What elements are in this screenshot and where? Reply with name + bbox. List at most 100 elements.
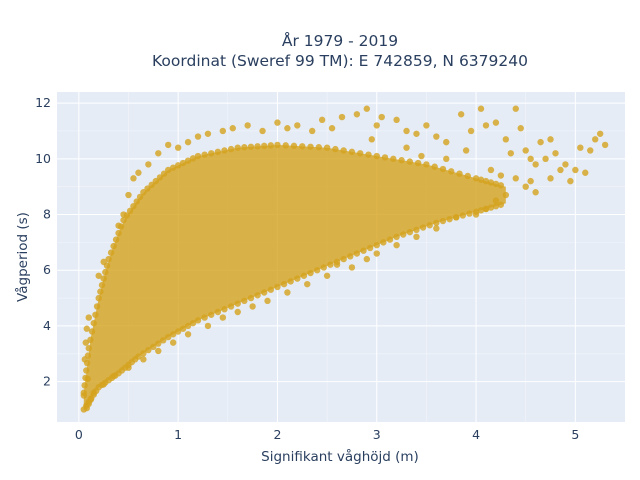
data-point <box>174 162 182 169</box>
data-point <box>125 191 132 199</box>
data-point <box>492 180 500 188</box>
data-point <box>522 183 529 190</box>
data-point <box>492 197 500 204</box>
data-point <box>507 150 515 157</box>
data-point <box>307 143 314 150</box>
data-point <box>165 141 172 149</box>
data-point <box>464 172 471 180</box>
data-point <box>81 356 89 363</box>
data-point <box>87 336 94 344</box>
data-point <box>320 264 327 271</box>
data-point <box>95 272 102 279</box>
data-point <box>254 143 261 150</box>
data-point <box>414 159 422 167</box>
data-point <box>413 233 420 241</box>
data-point <box>373 241 380 249</box>
data-point <box>204 130 212 137</box>
data-point <box>313 267 321 274</box>
data-point <box>373 250 380 257</box>
data-point <box>150 343 157 351</box>
data-point <box>254 292 261 299</box>
data-point <box>112 236 120 243</box>
data-point <box>482 205 490 213</box>
data-point <box>567 177 574 185</box>
data-point <box>280 280 288 288</box>
data-point <box>93 303 101 310</box>
data-point <box>227 145 235 153</box>
data-point <box>95 294 102 302</box>
data-point <box>98 281 106 289</box>
data-point <box>338 113 346 121</box>
data-point <box>366 244 374 252</box>
data-point <box>522 147 529 154</box>
data-point <box>439 217 447 225</box>
data-point <box>487 166 495 174</box>
data-point <box>229 125 236 132</box>
data-point <box>318 116 326 124</box>
data-point <box>179 159 187 167</box>
data-point <box>261 142 268 150</box>
data-point <box>497 182 505 189</box>
data-point <box>340 255 347 263</box>
data-point <box>497 172 505 179</box>
chart-title-line-2: Koordinat (Sweref 99 TM): E 742859, N 63… <box>152 52 528 70</box>
data-point <box>457 111 465 118</box>
data-point <box>115 229 122 237</box>
data-point <box>393 116 400 124</box>
data-point <box>84 375 91 383</box>
data-point <box>135 353 142 360</box>
data-point <box>472 211 480 218</box>
data-point <box>144 185 151 192</box>
data-point <box>443 138 450 146</box>
data-point <box>227 303 235 310</box>
data-point <box>532 161 539 168</box>
y-tick-label: 6 <box>43 262 51 277</box>
data-point <box>315 144 323 151</box>
data-point <box>472 175 480 182</box>
data-point <box>88 328 96 335</box>
data-point <box>431 163 438 170</box>
data-point <box>462 147 470 154</box>
data-point <box>221 306 228 313</box>
data-point <box>169 331 177 338</box>
data-point <box>156 174 164 181</box>
data-point <box>323 272 331 279</box>
data-point <box>130 175 137 182</box>
data-point <box>492 202 500 210</box>
x-tick-label: 4 <box>472 427 480 442</box>
data-point <box>214 308 222 316</box>
data-point <box>340 147 347 154</box>
data-point <box>261 289 268 296</box>
x-tick-label: 5 <box>571 427 579 442</box>
data-point <box>145 346 152 354</box>
data-point <box>208 150 215 157</box>
data-point <box>459 212 467 219</box>
data-point <box>247 143 255 150</box>
data-point <box>332 145 339 153</box>
data-point <box>360 247 367 254</box>
data-point <box>537 138 544 146</box>
data-point <box>413 226 420 234</box>
data-point <box>189 155 197 162</box>
x-tick-label: 1 <box>174 427 182 442</box>
data-point <box>348 148 356 156</box>
data-point <box>184 331 192 338</box>
data-point <box>477 105 485 112</box>
data-point <box>189 319 197 327</box>
x-axis-label: Signifikant våghöjd (m) <box>261 448 419 465</box>
data-point <box>363 255 371 263</box>
data-point <box>426 222 433 229</box>
data-point <box>562 161 569 168</box>
data-point <box>160 170 168 177</box>
data-point <box>353 111 361 118</box>
data-point <box>169 339 177 346</box>
data-point <box>234 300 241 307</box>
data-point <box>120 211 127 218</box>
data-point <box>572 166 579 174</box>
data-point <box>328 125 336 132</box>
data-point <box>456 170 463 177</box>
data-point <box>135 169 142 176</box>
data-point <box>174 328 182 335</box>
data-point <box>552 150 559 157</box>
